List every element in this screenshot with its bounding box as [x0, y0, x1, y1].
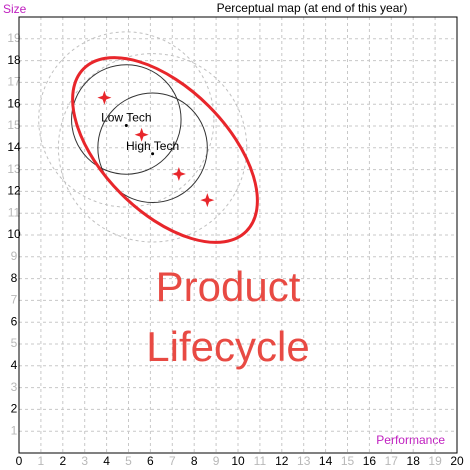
x-tick-label: 11	[254, 454, 267, 468]
y-axis-label: Size	[3, 2, 27, 16]
y-tick-label: 17	[7, 75, 21, 89]
lifecycle-outline	[71, 56, 259, 244]
x-tick-label: 0	[16, 454, 23, 468]
product-marker	[97, 90, 112, 105]
annotation: Lifecycle	[146, 323, 309, 370]
segment-outer-circle	[38, 31, 215, 208]
x-tick-label: 9	[213, 454, 220, 468]
x-tick-label: 8	[191, 454, 198, 468]
plot-area: 0 1 2 3 4 5 6 7 8 9 10 11 12 13 14 15 16 17 18 19 2012345678…	[7, 16, 464, 468]
y-tick-label: 6	[11, 314, 18, 328]
product-marker	[200, 193, 215, 208]
x-tick-label: 18	[407, 454, 421, 468]
y-tick-label: 16	[7, 96, 21, 110]
x-tick-label: 6	[147, 454, 154, 468]
chart-title: Perceptual map (at end of this year)	[217, 1, 408, 15]
y-tick-label: 19	[7, 31, 21, 45]
x-tick-label: 4	[103, 454, 110, 468]
x-tick-label: 12	[275, 454, 289, 468]
product-marker	[171, 166, 186, 181]
x-tick-label: 14	[319, 454, 333, 468]
y-tick-label: 2	[11, 402, 18, 416]
product-marker	[134, 127, 149, 142]
y-tick-label: 11	[8, 205, 21, 219]
x-tick-label: 16	[363, 454, 377, 468]
y-tick-label: 4	[11, 358, 18, 372]
y-tick-label: 1	[11, 423, 18, 437]
y-tick-label: 3	[11, 380, 18, 394]
y-tick-label: 14	[7, 140, 21, 154]
y-tick-label: 7	[11, 293, 18, 307]
x-tick-label: 20	[450, 454, 464, 468]
y-tick-label: 18	[7, 53, 21, 67]
x-tick-label: 3	[81, 454, 88, 468]
y-tick-label: 8	[11, 271, 18, 285]
x-tick-label: 2	[59, 454, 66, 468]
x-tick-label: 19	[428, 454, 442, 468]
x-tick-label: 5	[125, 454, 132, 468]
x-tick-label: 15	[341, 454, 355, 468]
y-tick-label: 13	[7, 162, 21, 176]
plot-frame	[18, 16, 458, 454]
segment-center	[151, 152, 155, 156]
annotation: Product	[156, 263, 301, 310]
x-tick-label: 17	[385, 454, 399, 468]
x-tick-label: 13	[297, 454, 311, 468]
x-tick-label: 7	[169, 454, 176, 468]
segment-circle	[97, 92, 208, 204]
y-tick-label: 9	[11, 249, 18, 263]
x-axis-label: Performance	[376, 433, 445, 447]
y-tick-label: 12	[7, 184, 21, 198]
segment-label: High Tech	[126, 139, 179, 153]
segment-center	[124, 123, 128, 127]
segment-label: Low Tech	[101, 111, 151, 125]
y-tick-label: 5	[11, 336, 18, 350]
x-tick-label: 1	[38, 454, 45, 468]
x-tick-label: 10	[231, 454, 245, 468]
segment-outer-circle	[57, 53, 248, 243]
y-tick-label: 15	[7, 118, 21, 132]
segment-circle	[71, 64, 182, 175]
y-tick-label: 10	[7, 227, 21, 241]
